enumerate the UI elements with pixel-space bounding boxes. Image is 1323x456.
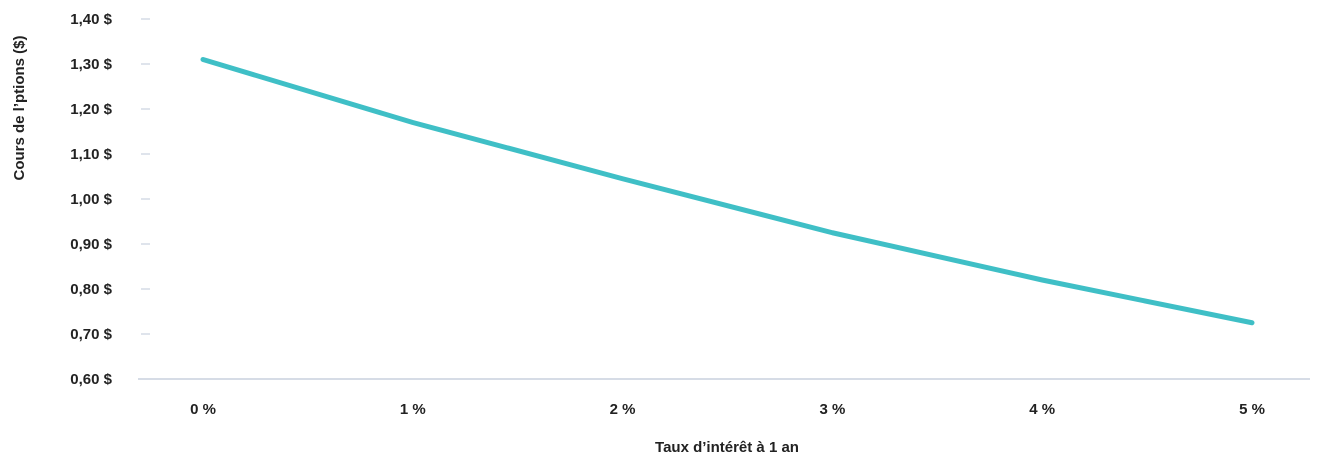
x-tick-label: 1 %: [400, 401, 426, 418]
y-tick-label: 0,90 $: [70, 236, 112, 253]
y-tick-label: 1,10 $: [70, 146, 112, 163]
x-tick-label: 2 %: [610, 401, 636, 418]
y-tick-label: 1,30 $: [70, 56, 112, 73]
x-tick-label: 5 %: [1239, 401, 1265, 418]
y-tick-label: 1,40 $: [70, 11, 112, 28]
x-tick-label: 3 %: [819, 401, 845, 418]
x-axis: 0 % 1 % 2 % 3 % 4 % 5 %: [190, 401, 1265, 418]
series-group: [200, 57, 1255, 326]
y-axis: 0,60 $ 0,70 $ 0,80 $ 0,90 $ 1,00 $ 1,10 $ 1,20…: [70, 11, 150, 388]
y-tick-label: 0,70 $: [70, 326, 112, 343]
y-tick-label: 1,20 $: [70, 101, 112, 118]
x-tick-label: 0 %: [190, 401, 216, 418]
x-tick-label: 4 %: [1029, 401, 1055, 418]
y-axis-title: Cours de l’ptions ($): [11, 35, 28, 180]
series-line: [200, 57, 1255, 326]
y-tick-label: 0,80 $: [70, 281, 112, 298]
y-tick-label: 0,60 $: [70, 371, 112, 388]
y-tick-label: 1,00 $: [70, 191, 112, 208]
x-axis-title: Taux d’intérêt à 1 an: [655, 439, 799, 456]
